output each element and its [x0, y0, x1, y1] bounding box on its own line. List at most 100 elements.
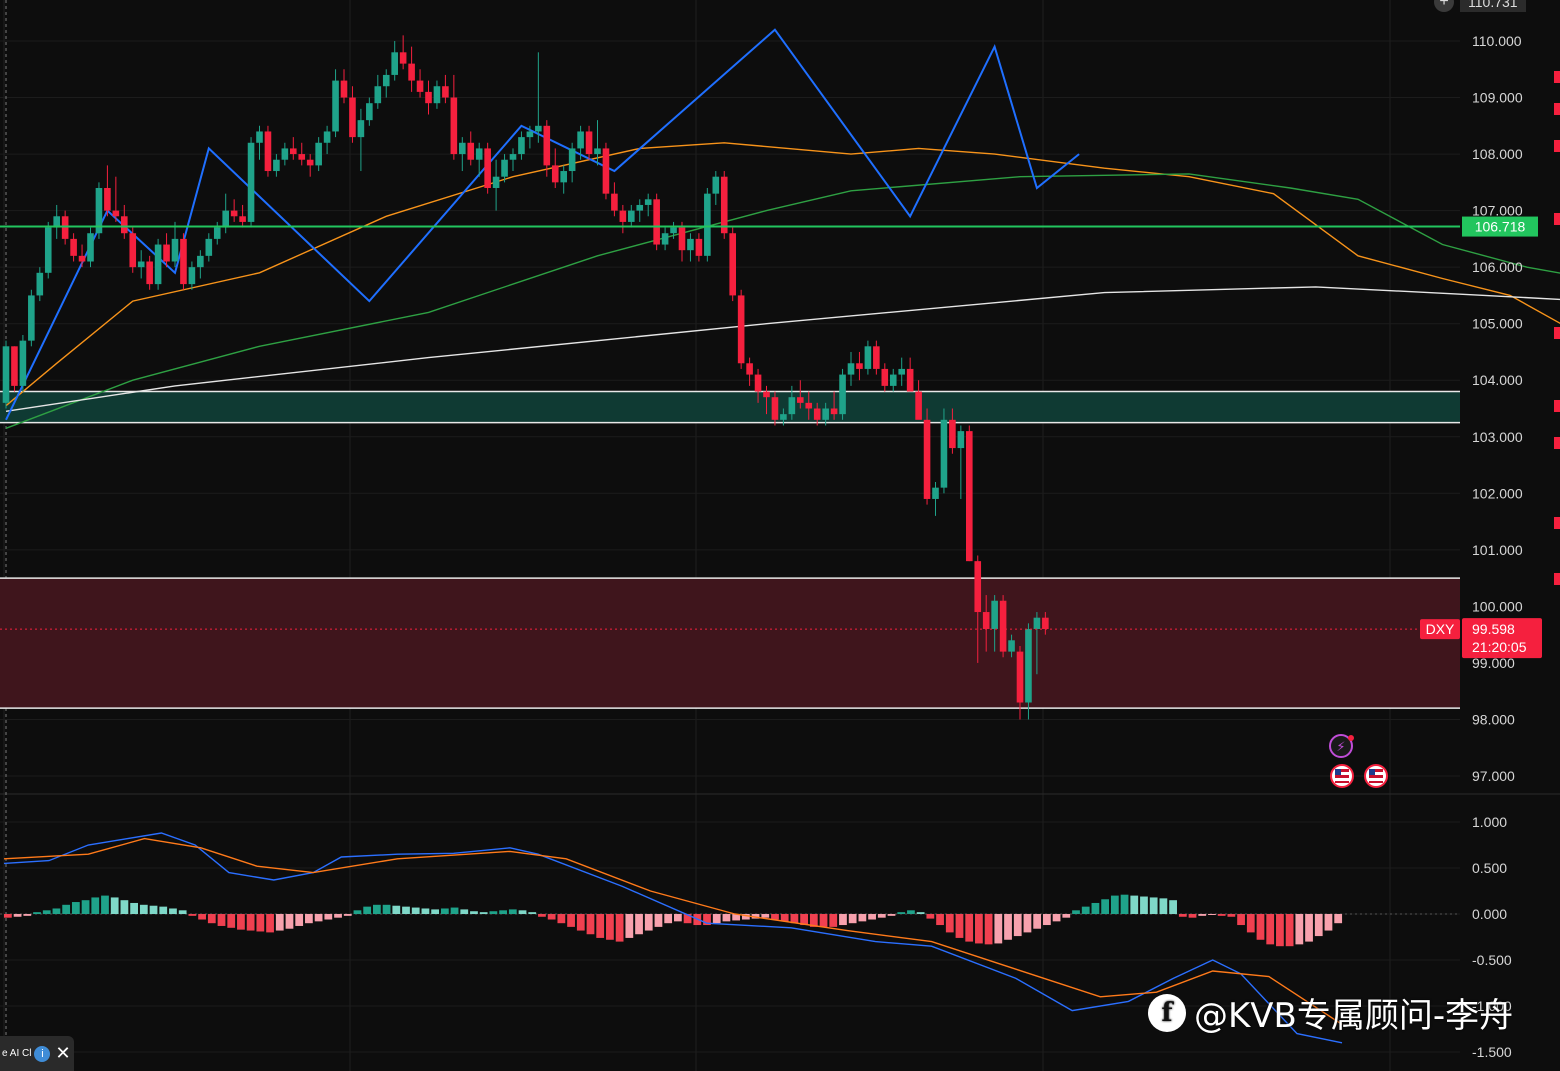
- candle-body[interactable]: [653, 199, 660, 245]
- candle-body[interactable]: [70, 238, 77, 256]
- candle-body[interactable]: [154, 244, 162, 285]
- candle-body[interactable]: [306, 159, 314, 166]
- candle-body[interactable]: [602, 148, 610, 194]
- lightning-icon[interactable]: [1329, 734, 1353, 758]
- candle-body[interactable]: [197, 255, 204, 268]
- candle-body[interactable]: [729, 233, 736, 296]
- candle-body[interactable]: [1042, 617, 1049, 629]
- candle-body[interactable]: [873, 346, 880, 369]
- event-icons[interactable]: ⚡: [1329, 734, 1388, 788]
- candle-body[interactable]: [104, 188, 111, 211]
- candle-body[interactable]: [543, 125, 551, 166]
- candle-body[interactable]: [847, 363, 855, 375]
- candle-body[interactable]: [619, 210, 627, 222]
- candle-body[interactable]: [28, 295, 35, 341]
- candle-body[interactable]: [695, 238, 703, 256]
- candle-body[interactable]: [433, 86, 441, 104]
- candle-body[interactable]: [737, 295, 745, 364]
- candle-body[interactable]: [577, 131, 584, 149]
- candle-body[interactable]: [137, 261, 145, 268]
- candle-body[interactable]: [332, 80, 339, 132]
- candle-body[interactable]: [1033, 617, 1041, 629]
- candle-body[interactable]: [898, 368, 905, 375]
- price-axis[interactable]: 110.000 109.000 108.000 107.000 106.000 105.0…: [1420, 33, 1560, 1060]
- candle-body[interactable]: [171, 238, 179, 262]
- candle-body[interactable]: [298, 154, 306, 160]
- candle-body[interactable]: [805, 402, 813, 409]
- candle-body[interactable]: [467, 142, 475, 160]
- plus-icon[interactable]: +: [1434, 0, 1454, 12]
- candle-body[interactable]: [644, 199, 652, 205]
- candle-body[interactable]: [712, 176, 720, 194]
- candle-body[interactable]: [78, 255, 86, 262]
- candle-body[interactable]: [44, 227, 52, 273]
- candle-body[interactable]: [982, 612, 990, 629]
- candle-body[interactable]: [991, 600, 998, 629]
- candle-body[interactable]: [425, 91, 432, 104]
- candle-body[interactable]: [611, 193, 618, 211]
- candle-body[interactable]: [678, 227, 686, 251]
- candle-body[interactable]: [146, 261, 153, 285]
- candle-body[interactable]: [501, 159, 508, 177]
- candle-body[interactable]: [264, 131, 272, 172]
- candle-body[interactable]: [889, 374, 897, 386]
- candle-body[interactable]: [366, 103, 373, 121]
- candle-body[interactable]: [568, 148, 576, 172]
- candle-body[interactable]: [180, 238, 187, 285]
- candle-body[interactable]: [788, 397, 796, 415]
- candle-body[interactable]: [594, 148, 601, 155]
- candle-body[interactable]: [442, 86, 449, 98]
- candle-body[interactable]: [932, 487, 939, 499]
- candle-body[interactable]: [374, 86, 382, 104]
- candle-body[interactable]: [746, 363, 753, 375]
- candle-body[interactable]: [205, 238, 213, 256]
- candle-body[interactable]: [509, 154, 517, 160]
- candle-body[interactable]: [754, 374, 762, 392]
- candle-body[interactable]: [704, 193, 711, 256]
- candle-body[interactable]: [526, 131, 534, 138]
- candle-body[interactable]: [315, 142, 322, 166]
- candle-body[interactable]: [535, 125, 542, 132]
- candle-body[interactable]: [628, 210, 635, 222]
- candle-body[interactable]: [839, 374, 846, 415]
- candle-body[interactable]: [999, 600, 1007, 652]
- candle-body[interactable]: [382, 74, 390, 87]
- horizontal-level-line[interactable]: 106.718: [0, 216, 1538, 237]
- candle-body[interactable]: [230, 210, 238, 217]
- candle-body[interactable]: [780, 414, 787, 420]
- candle-body[interactable]: [450, 97, 458, 155]
- candle-body[interactable]: [1008, 640, 1015, 652]
- candle-body[interactable]: [720, 176, 728, 234]
- candle-body[interactable]: [247, 142, 255, 222]
- top-price-indicator[interactable]: + 110.731: [1434, 0, 1526, 12]
- close-icon[interactable]: ✕: [55, 1043, 71, 1063]
- candle-body[interactable]: [492, 176, 500, 188]
- candle-body[interactable]: [357, 120, 365, 138]
- candle-body[interactable]: [484, 148, 491, 188]
- candle-body[interactable]: [129, 233, 137, 268]
- candle-body[interactable]: [61, 216, 69, 239]
- candle-body[interactable]: [273, 159, 280, 172]
- candle-body[interactable]: [188, 267, 196, 285]
- candle-body[interactable]: [11, 346, 18, 386]
- candle-body[interactable]: [2, 346, 10, 403]
- candlesticks[interactable]: [2, 35, 1049, 720]
- candle-body[interactable]: [36, 272, 44, 296]
- candle-body[interactable]: [349, 97, 356, 138]
- candle-body[interactable]: [585, 131, 593, 155]
- candle-body[interactable]: [881, 368, 889, 386]
- candle-body[interactable]: [966, 431, 973, 562]
- candle-body[interactable]: [281, 148, 289, 160]
- info-icon[interactable]: i: [34, 1045, 51, 1062]
- macd-panel[interactable]: [3, 832, 1343, 1044]
- candle-body[interactable]: [53, 216, 60, 228]
- candle-body[interactable]: [213, 227, 221, 239]
- candle-body[interactable]: [797, 397, 804, 403]
- candle-body[interactable]: [163, 244, 170, 262]
- candle-body[interactable]: [340, 80, 348, 98]
- candle-body[interactable]: [95, 188, 103, 234]
- candle-body[interactable]: [813, 408, 821, 420]
- candle-body[interactable]: [974, 561, 982, 613]
- candle-body[interactable]: [222, 210, 229, 228]
- candle-body[interactable]: [915, 391, 922, 420]
